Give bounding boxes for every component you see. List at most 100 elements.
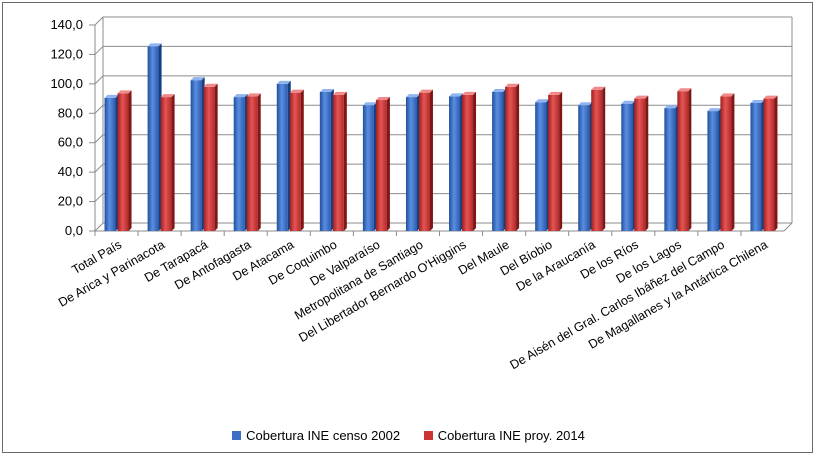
bar-top — [246, 93, 261, 97]
bar-top — [750, 99, 765, 103]
bar-front — [578, 105, 590, 231]
bar-top — [449, 93, 464, 97]
bar-top — [505, 83, 520, 87]
bar-side — [473, 91, 477, 232]
bar-censo-2002 — [621, 100, 636, 231]
bar-front — [203, 86, 215, 231]
y-tick-label: 20,0 — [58, 194, 83, 209]
bar-top — [720, 93, 735, 97]
gridline-side — [94, 222, 104, 232]
bar-front — [677, 91, 689, 231]
bar-front — [492, 91, 504, 231]
bar-top — [707, 108, 722, 112]
bar-top — [375, 97, 390, 101]
bar-top — [332, 91, 347, 95]
bar-top — [190, 77, 205, 81]
bar-censo-2002 — [104, 94, 119, 231]
bar-top — [117, 90, 132, 94]
bar-front — [147, 46, 159, 232]
bar-top — [147, 43, 162, 47]
bar-censo-2002 — [233, 94, 248, 231]
bar-proy-2014 — [634, 95, 649, 231]
bar-top — [203, 83, 218, 87]
bar-top — [160, 94, 175, 98]
bar-proy-2014 — [418, 89, 433, 231]
y-tick-label: 40,0 — [58, 164, 83, 179]
bar-front — [117, 93, 129, 232]
bar-front — [621, 103, 633, 231]
bar-censo-2002 — [750, 99, 765, 231]
gridline-side — [94, 193, 104, 202]
bar-front — [462, 94, 474, 232]
bar-front — [375, 100, 387, 232]
y-tick-label: 120,0 — [50, 46, 83, 61]
bar-front — [591, 89, 603, 231]
chart-plot: 0,0 20,0 40,0 60,0 80,0 100,0 120,0 140,0 Total… — [50, 16, 793, 372]
bar-top — [289, 89, 304, 93]
bar-front — [362, 105, 374, 231]
y-tick-label: 0,0 — [65, 223, 83, 238]
bar-front — [405, 97, 417, 231]
bar-front — [720, 96, 732, 231]
legend-swatch-blue — [232, 431, 242, 440]
bar-censo-2002 — [190, 77, 205, 231]
bar-front — [535, 102, 547, 231]
gridline-side — [94, 16, 104, 26]
bar-front — [160, 97, 172, 231]
bar-front — [418, 92, 430, 231]
bar-top — [763, 95, 778, 99]
bar-side — [645, 95, 649, 231]
bar-front — [319, 91, 331, 231]
bar-censo-2002 — [535, 99, 550, 231]
bar-proy-2014 — [375, 97, 390, 232]
gridline-side — [94, 134, 104, 144]
bar-side — [429, 89, 433, 231]
bar-front — [233, 97, 245, 231]
y-tick-label: 80,0 — [58, 105, 83, 120]
bar-top — [664, 105, 679, 109]
bar-censo-2002 — [319, 88, 334, 231]
bar-proy-2014 — [720, 93, 735, 231]
legend-item-censo-2002: Cobertura INE censo 2002 — [232, 428, 400, 443]
bar-side — [731, 93, 735, 231]
bar-top — [677, 88, 692, 92]
legend-swatch-red — [423, 431, 433, 440]
bar-proy-2014 — [203, 83, 218, 231]
bar-proy-2014 — [548, 91, 563, 232]
bar-top — [548, 91, 563, 95]
bar-top — [535, 99, 550, 103]
bar-proy-2014 — [332, 91, 347, 232]
legend-label: Cobertura INE proy. 2014 — [437, 428, 585, 443]
bar-side — [128, 90, 132, 232]
bar-side — [602, 86, 606, 231]
bar-proy-2014 — [160, 94, 175, 231]
bar-top — [276, 80, 291, 84]
bar-proy-2014 — [505, 83, 520, 231]
bars — [104, 43, 778, 232]
bar-proy-2014 — [763, 95, 778, 231]
bar-proy-2014 — [246, 93, 261, 231]
bar-front — [634, 98, 646, 231]
y-axis-ticks: 0,0 20,0 40,0 60,0 80,0 100,0 120,0 140,0 — [50, 17, 83, 238]
bar-censo-2002 — [664, 105, 679, 231]
bar-side — [386, 97, 390, 232]
bar-top — [492, 88, 507, 92]
bar-censo-2002 — [492, 88, 507, 231]
bar-top — [233, 94, 248, 98]
legend: Cobertura INE censo 2002 Cobertura INE p… — [3, 428, 814, 443]
bar-side — [171, 94, 175, 231]
bar-censo-2002 — [276, 80, 291, 231]
y-tick-label: 100,0 — [50, 76, 83, 91]
bar-top — [634, 95, 649, 99]
bar-top — [418, 89, 433, 93]
bar-front — [449, 96, 461, 231]
bar-side — [774, 95, 778, 231]
bar-side — [559, 91, 563, 232]
bar-front — [707, 111, 719, 231]
bar-front — [332, 94, 344, 232]
bar-top — [578, 102, 593, 106]
bar-side — [516, 83, 520, 231]
gridline-side — [94, 75, 104, 85]
bar-proy-2014 — [117, 90, 132, 232]
